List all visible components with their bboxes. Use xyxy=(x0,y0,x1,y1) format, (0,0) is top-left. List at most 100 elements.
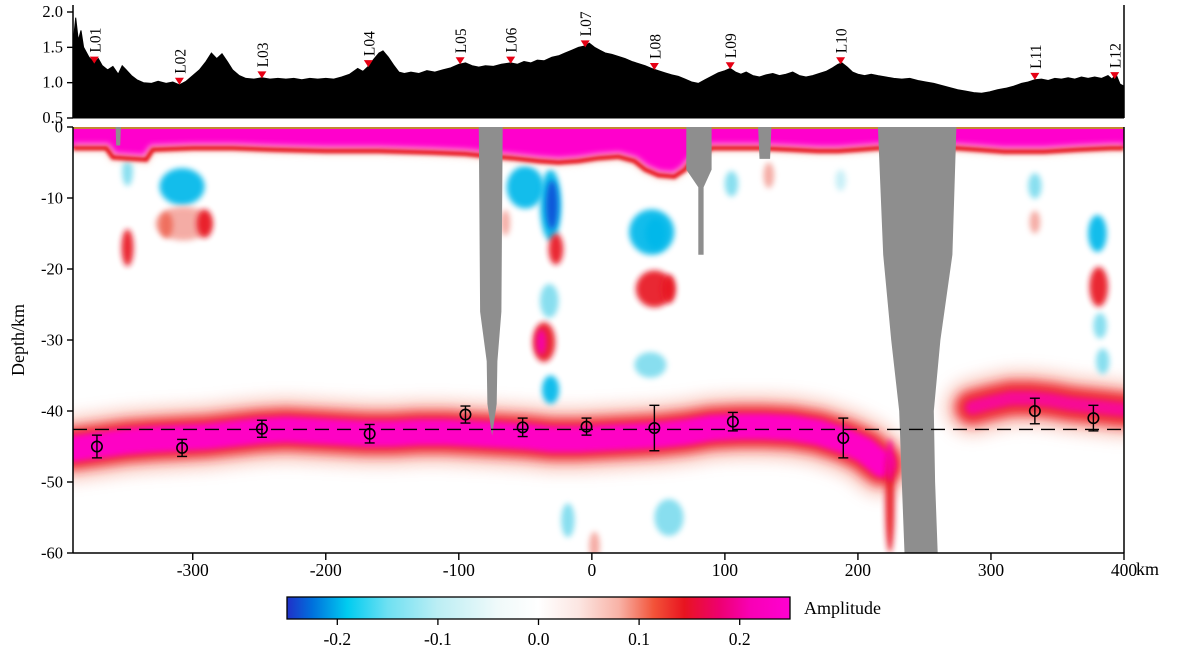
x-tick-label: -300 xyxy=(177,560,209,580)
station-marker-icon xyxy=(506,56,516,64)
station-marker-icon xyxy=(1030,72,1040,80)
station-label: L01 xyxy=(87,28,104,53)
amplitude-anomaly xyxy=(654,499,684,536)
masked-region xyxy=(478,127,503,436)
amplitude-anomaly xyxy=(500,210,511,236)
moho-pick xyxy=(176,441,189,454)
amplitude-anomaly xyxy=(1089,266,1108,307)
masked-region xyxy=(877,127,957,553)
station-label: L08 xyxy=(647,34,664,59)
moho-pick xyxy=(459,408,472,421)
elevation-tick-label: 1.0 xyxy=(42,73,63,92)
moho-pick xyxy=(363,427,376,440)
masked-region xyxy=(115,127,121,146)
station-label: L11 xyxy=(1028,44,1045,68)
amplitude-anomaly xyxy=(662,274,676,304)
x-tick-label: -100 xyxy=(443,560,475,580)
elevation-panel: L01 L02 L03 L04 L05 L06 L07 L08 L09 L10 L11 L12 xyxy=(73,11,1125,119)
x-axis-unit-label: km xyxy=(1136,559,1160,579)
depth-tick-label: -40 xyxy=(41,402,63,421)
amplitude-anomaly xyxy=(548,233,564,265)
masked-region xyxy=(686,127,712,255)
colorbar-tick-label: 0.2 xyxy=(729,629,751,649)
amplitude-heatmap xyxy=(73,127,1124,553)
station-marker-icon xyxy=(455,57,465,65)
amplitude-anomaly xyxy=(1093,313,1107,339)
station-marker-icon xyxy=(580,40,590,48)
moho-band xyxy=(73,413,895,478)
station-label: L03 xyxy=(255,42,272,67)
amplitude-anomaly xyxy=(645,217,667,250)
moho-pick xyxy=(516,421,529,434)
colorbar-title: Amplitude xyxy=(804,598,881,618)
masked-region xyxy=(758,127,772,159)
topography-silhouette xyxy=(73,17,1124,119)
station-label: L10 xyxy=(834,28,851,53)
axes: 2.01.51.00.50-10-20-30-40-50-60-300 -200-… xyxy=(41,2,1137,580)
amplitude-anomaly xyxy=(1096,348,1110,375)
amplitude-anomaly xyxy=(542,375,560,404)
station-marker-icon xyxy=(89,56,99,64)
station-label: L12 xyxy=(1108,43,1125,68)
amplitude-anomaly xyxy=(1028,173,1042,199)
amplitude-anomaly xyxy=(561,503,575,538)
colorbar-tick-label: 0.1 xyxy=(628,629,650,649)
surface-conversion-band xyxy=(73,127,1124,177)
station-marker-icon xyxy=(1110,72,1120,80)
station-marker-icon xyxy=(257,71,267,79)
depth-tick-label: -50 xyxy=(41,473,63,492)
moho-picks xyxy=(90,397,1100,459)
colorbar: -0.2 -0.1 0.0 0.1 0.2 xyxy=(286,596,791,649)
station-marker-icon xyxy=(363,60,373,68)
x-tick-label: 300 xyxy=(978,560,1005,580)
station-label: L02 xyxy=(172,49,189,74)
amplitude-anomaly xyxy=(196,209,213,238)
depth-axis-title: Depth/km xyxy=(8,304,28,376)
x-tick-label: 200 xyxy=(845,560,872,580)
station-marker-icon xyxy=(725,62,735,70)
amplitude-anomaly xyxy=(634,352,667,378)
amplitude-anomaly xyxy=(159,212,173,238)
amplitude-anomaly xyxy=(885,453,895,553)
colorbar-tick-label: -0.1 xyxy=(424,629,452,649)
amplitude-anomaly xyxy=(121,229,134,267)
station-label: L05 xyxy=(453,28,470,53)
amplitude-anomaly xyxy=(159,168,205,206)
amplitude-anomaly xyxy=(724,171,739,197)
x-tick-label: 400 xyxy=(1111,560,1138,580)
amplitude-anomaly xyxy=(506,166,544,209)
amplitude-anomaly xyxy=(545,180,558,230)
amplitude-anomaly xyxy=(1029,210,1041,234)
x-tick-label: 100 xyxy=(712,560,739,580)
amplitude-anomaly xyxy=(635,270,674,308)
elevation-tick-label: 1.5 xyxy=(42,37,63,56)
amplitude-anomaly xyxy=(589,531,600,553)
amplitude-anomaly xyxy=(536,329,546,355)
station-label: L06 xyxy=(504,27,521,52)
elevation-tick-label: 2.0 xyxy=(42,2,63,21)
x-tick-label: -200 xyxy=(310,560,342,580)
x-tick-label: 0 xyxy=(587,560,596,580)
station-label: L09 xyxy=(723,33,740,58)
elevation-tick-label: 0.5 xyxy=(42,108,63,127)
station-marker-icon xyxy=(836,57,846,65)
moho-pick xyxy=(837,431,850,444)
moho-pick xyxy=(726,415,739,428)
depth-tick-label: -60 xyxy=(41,544,63,563)
colorbar-gradient xyxy=(286,596,791,620)
station-marker-icon xyxy=(174,77,184,85)
depth-tick-label: -20 xyxy=(41,260,63,279)
amplitude-anomaly xyxy=(1088,215,1107,252)
amplitude-anomaly xyxy=(122,157,133,186)
station-label: L04 xyxy=(361,31,378,56)
colorbar-tick-label: -0.2 xyxy=(323,629,351,649)
depth-tick-label: -30 xyxy=(41,331,63,350)
amplitude-anomaly xyxy=(763,162,775,189)
amplitude-anomaly xyxy=(835,169,846,191)
amplitude-anomaly xyxy=(540,283,559,318)
station-label: L07 xyxy=(578,11,595,36)
amplitude-anomaly xyxy=(886,439,894,483)
moho-pick xyxy=(580,420,593,433)
